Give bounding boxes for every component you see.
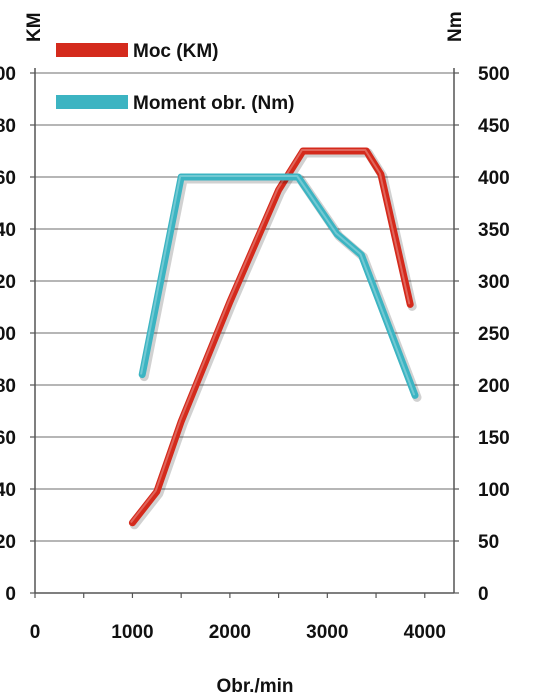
torque-point: [413, 393, 417, 397]
power-point: [179, 419, 183, 423]
y-right-tick-label: 200: [478, 376, 510, 397]
x-tick-labels: 0 1000 2000 3000 4000: [30, 622, 446, 643]
y-right-tick-label: 300: [478, 272, 510, 293]
grid-lines: [35, 72, 454, 542]
y-right-tick-label: 100: [478, 480, 510, 501]
y-left-tick-labels: 0 20 40 60 80 100 120 140 160 180 200: [0, 64, 16, 605]
y-right-tick-label: 150: [478, 428, 510, 449]
torque-point: [335, 232, 339, 236]
y-right-tick-label: 50: [478, 532, 499, 553]
torque-point: [359, 253, 363, 257]
series-highlight-0: [130, 149, 411, 523]
torque-point: [296, 175, 300, 179]
legend-label-torque: Moment obr. (Nm): [133, 93, 295, 114]
x-tick-label: 0: [30, 622, 41, 643]
legend-swatch-power: [56, 43, 128, 57]
torque-series-line: [138, 173, 419, 399]
y-right-tick-label: 0: [478, 584, 489, 605]
y-right-tick-labels: 0 50 100 150 200 250 300 350 400 450 500: [478, 64, 510, 605]
y-left-tick-label: 160: [0, 168, 16, 189]
power-point: [379, 172, 383, 176]
y-right-tick-label: 500: [478, 64, 510, 85]
y-left-tick-label: 60: [0, 428, 16, 449]
power-point: [364, 149, 368, 153]
chart-axes: [30, 68, 459, 598]
y-right-tick-label: 250: [478, 324, 510, 345]
x-axis-title: Obr./min: [216, 676, 293, 695]
y-right-tick-label: 350: [478, 220, 510, 241]
power-point: [325, 149, 329, 153]
y-left-tick-label: 80: [0, 376, 16, 397]
x-tick-label: 2000: [209, 622, 251, 643]
power-point: [277, 188, 281, 192]
legend-swatch-torque: [56, 95, 128, 109]
y-right-tick-label: 400: [478, 168, 510, 189]
torque-point: [140, 373, 144, 377]
torque-point: [179, 175, 183, 179]
y-right-tick-label: 450: [478, 116, 510, 137]
y-left-tick-label: 120: [0, 272, 16, 293]
y-left-tick-label: 20: [0, 532, 16, 553]
series-lines: [128, 147, 422, 530]
y-right-axis-title: Nm: [445, 11, 466, 42]
y-left-tick-label: 0: [5, 584, 16, 605]
y-left-tick-label: 100: [0, 324, 16, 345]
series-highlight-1: [140, 175, 415, 396]
y-left-tick-label: 40: [0, 480, 16, 501]
y-left-tick-label: 180: [0, 116, 16, 137]
power-point: [155, 490, 159, 494]
power-point: [301, 149, 305, 153]
y-left-tick-label: 200: [0, 64, 16, 85]
legend: Moc (KM) Moment obr. (Nm): [56, 41, 295, 114]
power-point: [228, 300, 232, 304]
torque-point: [228, 175, 232, 179]
power-point: [408, 302, 412, 306]
power-series-line: [128, 147, 414, 527]
x-tick-label: 3000: [306, 622, 348, 643]
power-point: [130, 521, 134, 525]
x-tick-label: 1000: [111, 622, 153, 643]
legend-label-power: Moc (KM): [133, 41, 218, 62]
y-left-axis-title: KM: [24, 12, 45, 42]
y-left-tick-label: 140: [0, 220, 16, 241]
x-tick-label: 4000: [404, 622, 446, 643]
